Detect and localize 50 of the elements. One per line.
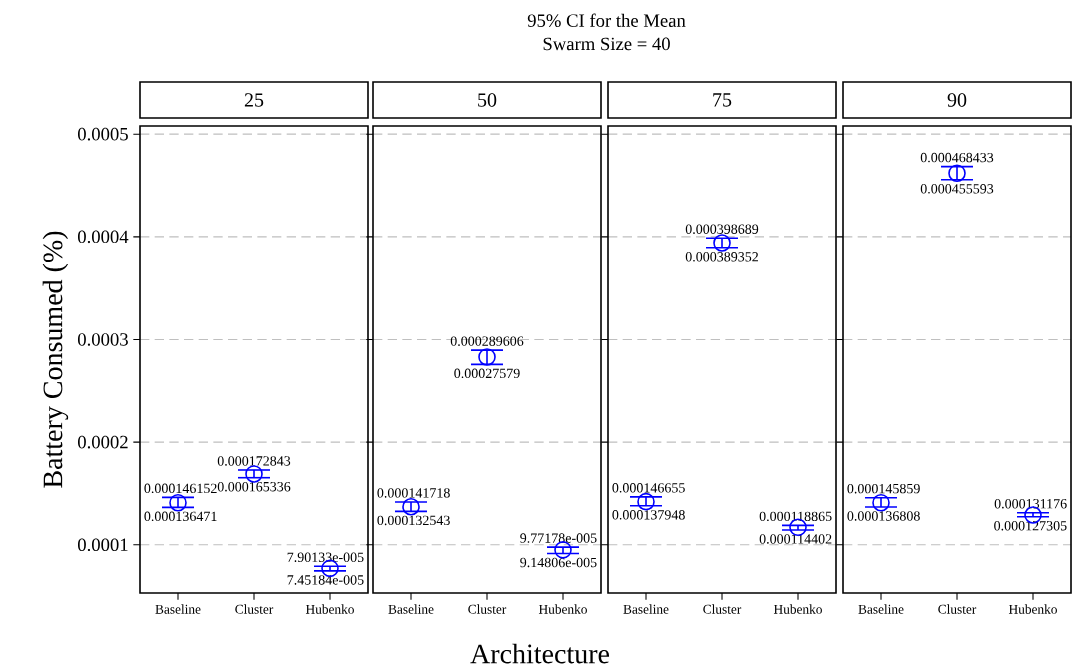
y-tick-label: 0.0002	[78, 435, 128, 449]
annotation: 9.77178e-005	[520, 533, 597, 543]
x-tick-label: Hubenko	[773, 604, 822, 614]
annotation: 0.000468433	[920, 152, 994, 163]
x-tick-label: Cluster	[468, 604, 507, 614]
y-tick-label: 0.0001	[78, 538, 128, 552]
chart-title: 50	[478, 93, 497, 107]
x-tick-label: Baseline	[858, 604, 904, 614]
annotation: 0.000136808	[847, 511, 920, 521]
annotation: 0.000398689	[685, 224, 759, 234]
x-tick-label: Cluster	[703, 604, 742, 614]
annotation: 0.000455593	[920, 184, 994, 194]
annotation: 0.00027579	[454, 368, 520, 379]
annotation: 0.000141718	[377, 488, 450, 498]
annotation: 0.000146152	[144, 483, 217, 494]
x-tick-label: Cluster	[235, 604, 274, 614]
text: Swarm Size = 40	[543, 37, 670, 51]
annotation: 0.000118865	[759, 511, 832, 522]
annotation: 0.000136471	[144, 511, 217, 522]
chart-title: 75	[713, 93, 732, 107]
annotation: 0.000132543	[377, 515, 450, 526]
annotation: 0.000165336	[217, 481, 291, 492]
annotation: 7.90133e-005	[287, 552, 364, 563]
annotation: 0.000289606	[450, 336, 524, 346]
annotation: 0.000145859	[847, 483, 920, 494]
x-tick-label: Hubenko	[1008, 604, 1057, 614]
y-tick-label: 0.0005	[78, 127, 128, 141]
chart-title: 90	[947, 93, 967, 107]
x-tick-label: Baseline	[388, 604, 434, 614]
x-tick-label: Cluster	[938, 604, 977, 614]
y-tick-label: 0.0003	[78, 333, 128, 346]
y-axis-title: Battery Consumed (%)	[42, 231, 69, 488]
annotation: 0.000389352	[685, 252, 758, 262]
annotation: 0.000127305	[994, 521, 1067, 531]
text: 95% CI for the Mean	[527, 13, 686, 27]
x-axis-title: Architecture	[470, 643, 610, 664]
annotation: 7.45184e-005	[287, 575, 364, 585]
annotation: 0.000172843	[217, 456, 291, 466]
annotation: 0.000131176	[994, 498, 1067, 509]
x-tick-label: Baseline	[155, 604, 201, 614]
annotation: 0.000137948	[612, 510, 685, 520]
x-tick-label: Hubenko	[538, 604, 587, 614]
annotation: 0.000146655	[612, 483, 685, 493]
x-tick-label: Baseline	[623, 604, 669, 614]
y-tick-label: 0.0004	[78, 230, 129, 244]
x-tick-label: Hubenko	[305, 604, 354, 614]
annotation: 0.000114402	[759, 534, 832, 544]
point	[169, 493, 187, 512]
chart-title: 25	[244, 93, 264, 107]
annotation: 9.14806e-005	[520, 557, 597, 568]
